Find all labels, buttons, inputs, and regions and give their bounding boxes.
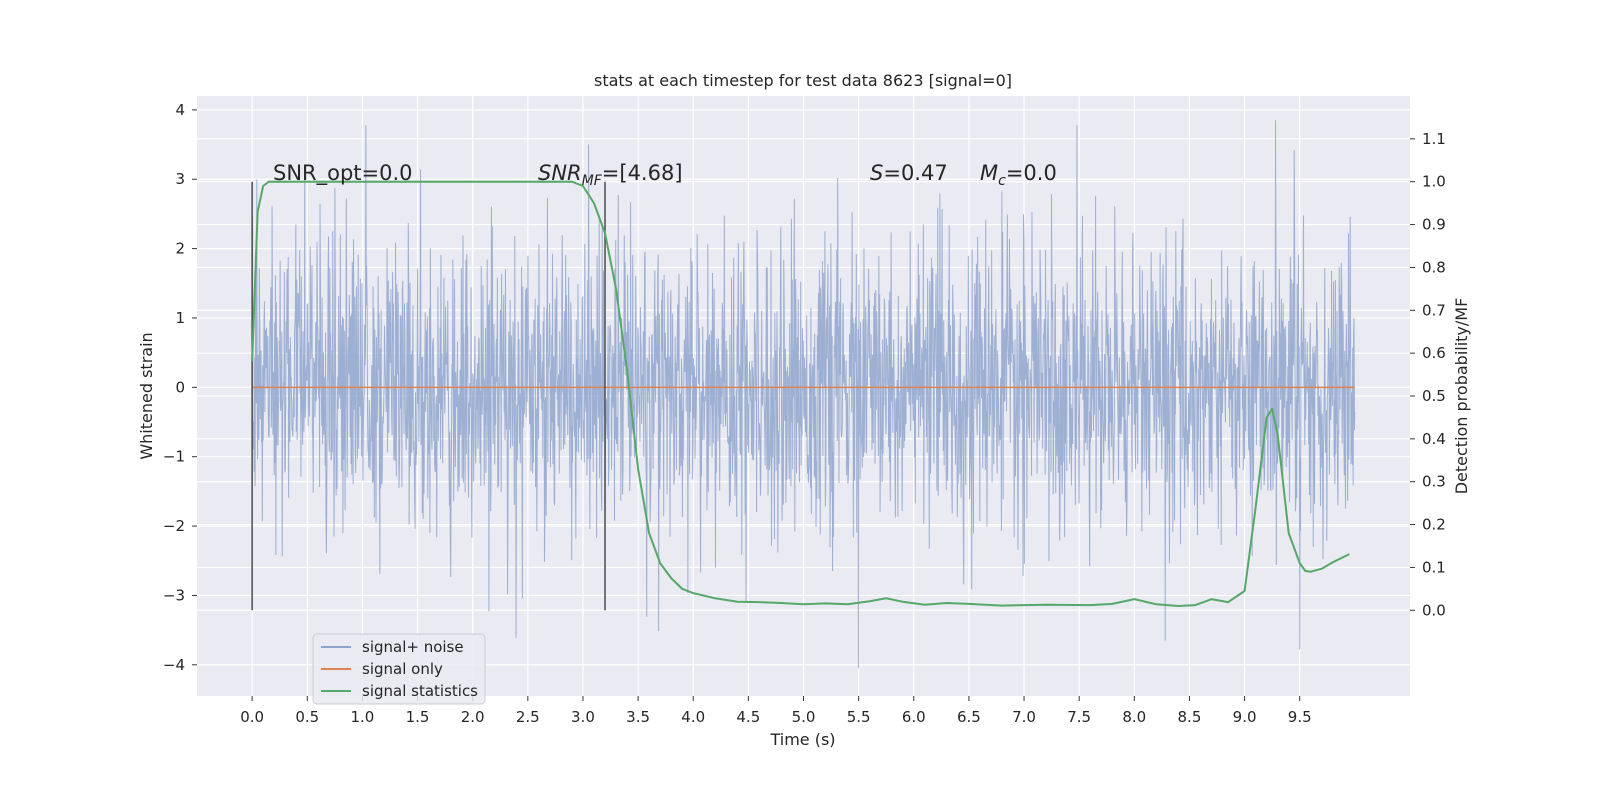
x-tick-label: 1.5 bbox=[406, 708, 430, 726]
s-value: =0.47 bbox=[883, 161, 947, 185]
y2-tick-label: 0.0 bbox=[1422, 601, 1446, 619]
x-tick-label: 9.0 bbox=[1233, 708, 1257, 726]
y2-tick-label: 0.8 bbox=[1422, 258, 1446, 276]
y2-tick-label: 0.5 bbox=[1422, 387, 1446, 405]
mc-annotation: Mc=0.0 bbox=[980, 161, 1057, 189]
x-axis-ticks: 0.0 0.5 1.0 1.5 2.0 2.5 3.0 3.5 4.0 4.5 5.0 5.5 6.0 6… bbox=[240, 696, 1312, 726]
noise-series bbox=[251, 120, 1356, 669]
y2-tick-label: 1.0 bbox=[1422, 173, 1446, 191]
s-symbol: S bbox=[870, 161, 883, 185]
y2-tick-label: 0.9 bbox=[1422, 216, 1446, 234]
x-tick-label: 6.5 bbox=[957, 708, 981, 726]
x-tick-label: 4.0 bbox=[681, 708, 705, 726]
mc-value: =0.0 bbox=[1006, 161, 1057, 185]
x-tick-label: 2.0 bbox=[461, 708, 485, 726]
x-tick-label: 1.0 bbox=[350, 708, 374, 726]
y2-axis-ticks: 1.1 1.0 0.9 0.8 0.7 0.6 0.5 0.4 0.3 0.2 0.1 0.0 bbox=[1410, 130, 1446, 619]
y-tick-label: 0 bbox=[175, 378, 185, 396]
x-tick-label: 4.5 bbox=[736, 708, 760, 726]
y2-tick-label: 0.6 bbox=[1422, 344, 1446, 362]
snr-mf-main: SNR bbox=[538, 161, 582, 185]
y-tick-label: 2 bbox=[175, 240, 185, 258]
y2-tick-label: 0.3 bbox=[1422, 473, 1446, 491]
y-tick-label: 1 bbox=[175, 309, 185, 327]
x-tick-label: 3.5 bbox=[626, 708, 650, 726]
y-axis-ticks: 4 3 2 1 0 −1 −2 −3 −4 bbox=[163, 101, 197, 674]
snr-opt-annotation: SNR_opt=0.0 bbox=[273, 161, 413, 186]
mc-sub: c bbox=[998, 173, 1006, 189]
y-tick-label: −1 bbox=[163, 448, 185, 466]
signal-statistics-series bbox=[251, 180, 1350, 607]
legend: signal+ noise signal only signal statist… bbox=[312, 633, 486, 705]
y-axis-label: Whitened strain bbox=[137, 332, 156, 459]
s-annotation: S=0.47 bbox=[870, 161, 948, 185]
x-tick-label: 9.5 bbox=[1288, 708, 1312, 726]
x-tick-label: 7.0 bbox=[1012, 708, 1036, 726]
y2-tick-label: 0.4 bbox=[1422, 430, 1446, 448]
legend-box bbox=[312, 633, 486, 705]
y-tick-label: −2 bbox=[163, 517, 185, 535]
x-tick-label: 5.5 bbox=[847, 708, 871, 726]
snr-mf-value: =[4.68] bbox=[602, 161, 683, 185]
x-tick-label: 5.0 bbox=[792, 708, 816, 726]
y-tick-label: 4 bbox=[175, 101, 185, 119]
y2-tick-label: 0.7 bbox=[1422, 301, 1446, 319]
x-tick-label: 8.0 bbox=[1122, 708, 1146, 726]
snr-mf-sub: MF bbox=[582, 173, 603, 189]
x-tick-label: 8.5 bbox=[1178, 708, 1202, 726]
snr-mf-annotation: SNRMF=[4.68] bbox=[538, 161, 683, 189]
x-tick-label: 6.0 bbox=[902, 708, 926, 726]
mc-main: M bbox=[980, 161, 998, 185]
x-tick-label: 3.0 bbox=[571, 708, 595, 726]
y2-axis-label: Detection probability/MF bbox=[1452, 298, 1471, 495]
marker-lines bbox=[251, 181, 606, 611]
y-tick-label: −3 bbox=[163, 586, 185, 604]
y2-tick-label: 0.1 bbox=[1422, 558, 1446, 576]
y2-tick-label: 1.1 bbox=[1422, 130, 1446, 148]
legend-label-statistic: signal statistics bbox=[362, 682, 478, 700]
y-tick-label: 3 bbox=[175, 170, 185, 188]
legend-label-noise: signal+ noise bbox=[362, 638, 464, 656]
x-tick-label: 7.5 bbox=[1067, 708, 1091, 726]
x-tick-label: 0.5 bbox=[295, 708, 319, 726]
x-tick-label: 2.5 bbox=[516, 708, 540, 726]
y-tick-label: −4 bbox=[163, 656, 185, 674]
legend-label-signal: signal only bbox=[362, 660, 443, 678]
y2-tick-label: 0.2 bbox=[1422, 516, 1446, 534]
x-tick-label: 0.0 bbox=[240, 708, 264, 726]
noise-line bbox=[251, 120, 1356, 669]
x-axis-label: Time (s) bbox=[769, 730, 835, 749]
signal-statistics-line bbox=[251, 180, 1350, 607]
chart-title: stats at each timestep for test data 862… bbox=[594, 71, 1012, 90]
